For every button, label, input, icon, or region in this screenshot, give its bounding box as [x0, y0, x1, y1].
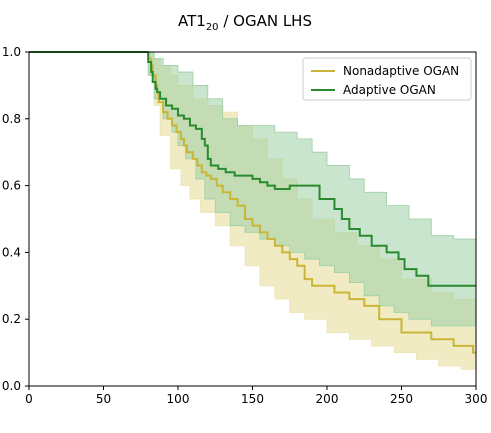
legend: Nonadaptive OGAN Adaptive OGAN	[302, 57, 472, 101]
x-tick-label: 150	[241, 392, 264, 406]
confidence-band-adaptive	[29, 51, 477, 327]
y-tick-label: 0.0	[2, 379, 21, 393]
legend-label-nonadaptive: Nonadaptive OGAN	[343, 64, 459, 78]
x-axis: 0 50 100 150 200 250 300	[25, 386, 487, 406]
y-tick-label: 0.2	[2, 312, 21, 326]
y-tick-label: 0.8	[2, 112, 21, 126]
survival-line-adaptive	[29, 51, 476, 287]
title-rest: / OGAN LHS	[219, 12, 312, 30]
survival-line-nonadaptive	[29, 51, 476, 354]
y-tick-label: 0.6	[2, 179, 21, 193]
x-tick-label: 50	[96, 392, 111, 406]
x-tick-label: 300	[465, 392, 488, 406]
legend-box	[302, 57, 472, 101]
title-subscript: 20	[206, 22, 219, 33]
x-tick-label: 200	[316, 392, 339, 406]
title-main: AT1	[178, 12, 206, 30]
x-tick-label: 250	[390, 392, 413, 406]
legend-label-adaptive: Adaptive OGAN	[343, 83, 436, 97]
chart-title: AT120 / OGAN LHS	[178, 12, 312, 33]
x-tick-label: 100	[167, 392, 190, 406]
y-tick-label: 0.4	[2, 245, 21, 259]
y-tick-label: 1.0	[2, 45, 21, 59]
y-axis: 0.0 0.2 0.4 0.6 0.8 1.0	[2, 45, 29, 393]
x-tick-label: 0	[25, 392, 33, 406]
survival-lines	[29, 51, 476, 354]
